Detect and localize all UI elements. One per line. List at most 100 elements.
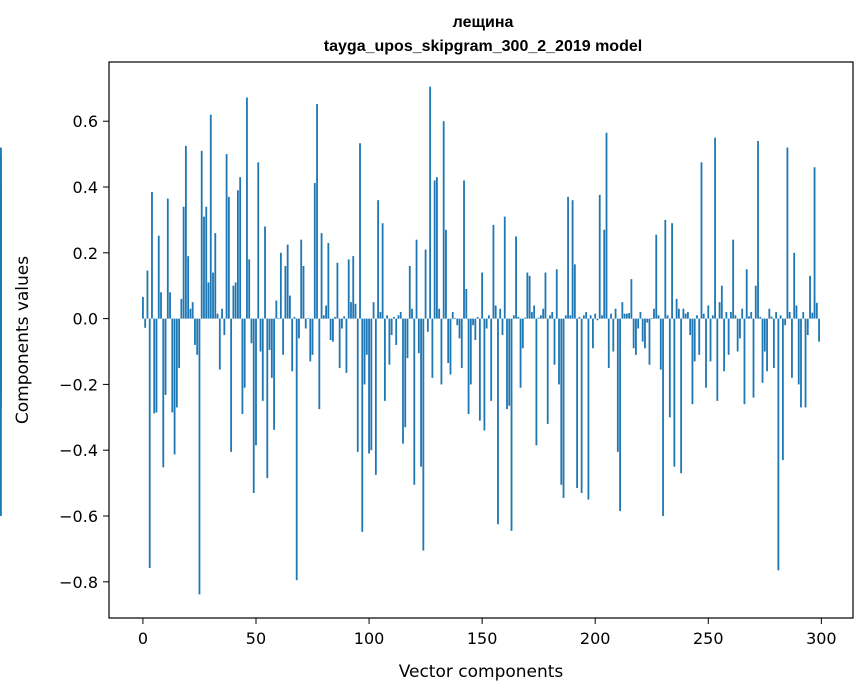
bar — [402, 318, 404, 444]
bar — [175, 318, 178, 408]
bar — [648, 318, 651, 365]
bar — [499, 308, 502, 319]
bar — [291, 318, 294, 372]
bar — [716, 318, 719, 401]
bar — [293, 316, 296, 319]
bar — [325, 305, 327, 319]
bar — [393, 316, 395, 319]
bar — [612, 318, 615, 352]
bar — [768, 308, 771, 319]
bar — [707, 305, 710, 319]
bar — [573, 264, 576, 319]
bar — [463, 180, 465, 319]
bar — [361, 318, 364, 532]
bar — [221, 308, 223, 319]
bar — [341, 318, 343, 329]
bar — [404, 318, 407, 428]
bar — [664, 219, 667, 319]
bar — [503, 216, 506, 319]
bar — [732, 239, 735, 319]
bar — [490, 318, 493, 401]
bar — [521, 318, 524, 349]
bar — [578, 316, 581, 319]
bar — [155, 318, 158, 413]
bar — [555, 269, 558, 319]
bar — [804, 318, 807, 408]
bar — [381, 223, 384, 319]
bar — [383, 318, 386, 401]
bar — [408, 265, 411, 319]
bar — [277, 317, 280, 319]
bar — [0, 315, 2, 319]
bar — [772, 318, 775, 368]
bar — [273, 318, 275, 430]
y-axis-label: Components values — [13, 256, 33, 424]
bar — [372, 302, 375, 319]
x-tick-label: 50 — [246, 629, 266, 648]
bar — [677, 308, 680, 319]
bar — [800, 318, 802, 408]
y-tick-label: −0.6 — [59, 507, 98, 526]
bar — [759, 316, 762, 319]
bar — [795, 305, 798, 319]
bar — [300, 239, 303, 319]
bar — [282, 318, 285, 355]
bar — [205, 206, 208, 319]
bar — [662, 318, 664, 517]
bar — [657, 315, 660, 319]
bar — [420, 318, 422, 467]
bars-group — [0, 86, 820, 595]
bar — [178, 318, 181, 368]
bar — [757, 140, 759, 319]
bar — [390, 318, 393, 336]
y-tick-label: 0.6 — [73, 112, 98, 131]
bar — [467, 318, 470, 415]
bar — [157, 235, 160, 319]
bar — [610, 313, 612, 319]
bar — [234, 282, 237, 319]
bar — [160, 292, 162, 319]
bar — [680, 318, 683, 474]
bar — [218, 318, 221, 370]
x-tick-label: 200 — [580, 629, 611, 648]
bar — [779, 315, 782, 319]
bar — [558, 318, 560, 385]
bar — [456, 318, 459, 326]
bar — [639, 312, 642, 319]
bar — [270, 318, 273, 378]
bar — [320, 233, 323, 319]
bar — [696, 315, 698, 319]
bar — [553, 318, 556, 365]
bar — [146, 270, 149, 319]
bar — [255, 318, 257, 446]
bar — [173, 318, 176, 455]
bar — [395, 318, 398, 345]
bar — [542, 308, 545, 319]
bar — [673, 318, 676, 467]
bar — [671, 223, 673, 319]
bar — [352, 256, 355, 319]
bar — [777, 318, 780, 571]
bar — [585, 312, 588, 319]
bar — [571, 200, 574, 319]
bar — [481, 272, 484, 319]
bar — [413, 318, 416, 485]
bar — [225, 154, 228, 319]
bar — [659, 318, 662, 370]
bar — [723, 318, 726, 372]
bar — [209, 114, 212, 319]
bar — [166, 198, 169, 319]
bar — [512, 315, 515, 319]
bar — [709, 318, 712, 362]
bar — [223, 318, 226, 336]
bar — [739, 318, 741, 339]
bar — [564, 315, 567, 319]
bar — [153, 318, 156, 414]
bar — [752, 318, 755, 398]
bar — [508, 318, 511, 406]
bar — [809, 275, 811, 319]
bar — [569, 315, 572, 319]
bar — [406, 318, 409, 359]
bar — [295, 318, 298, 581]
bar — [144, 318, 147, 328]
